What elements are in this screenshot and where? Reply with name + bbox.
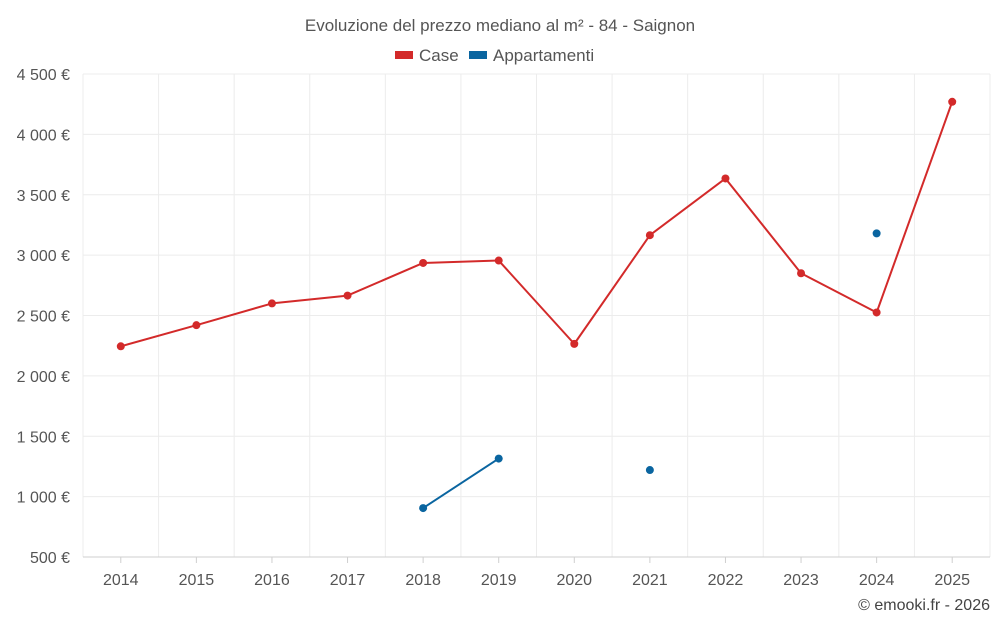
x-tick-label: 2015 [179, 572, 215, 589]
legend-label-appartamenti: Appartamenti [493, 46, 594, 65]
series-appartamenti [419, 229, 881, 513]
data-point-case-2021[interactable] [645, 231, 654, 240]
y-tick-label: 4 000 € [17, 127, 70, 144]
x-tick-label: 2024 [859, 572, 895, 589]
y-axis: 500 € 1 000 € 1 500 € 2 000 € 2 500 € 3 000 €… [17, 67, 70, 567]
series-line-case [120, 101, 954, 348]
data-point-case-2018[interactable] [419, 258, 428, 267]
y-tick-label: 3 500 € [17, 188, 70, 205]
chart-title: Evoluzione del prezzo mediano al m² - 84… [305, 16, 695, 35]
x-tick-label: 2019 [481, 572, 517, 589]
data-point-case-2017[interactable] [343, 291, 352, 300]
y-tick-label: 500 € [30, 550, 70, 567]
data-point-case-2023[interactable] [797, 269, 806, 278]
series-case [116, 97, 957, 351]
x-tick-label: 2021 [632, 572, 668, 589]
y-tick-label: 3 000 € [17, 248, 70, 265]
x-tick-label: 2018 [405, 572, 441, 589]
data-point-case-2024[interactable] [872, 308, 881, 317]
x-tick-label: 2017 [330, 572, 366, 589]
legend-item-case[interactable]: Case [395, 46, 459, 65]
data-point-case-2025[interactable] [948, 97, 957, 106]
legend-swatch-case [395, 51, 413, 59]
data-point-case-2015[interactable] [192, 321, 201, 330]
plot-area [116, 97, 957, 513]
credit: © emooki.fr - 2026 [858, 597, 990, 614]
series-line-appartamenti [422, 457, 500, 509]
legend: Case Appartamenti [395, 46, 594, 65]
x-tick-label: 2014 [103, 572, 139, 589]
legend-label-case: Case [419, 46, 459, 65]
legend-item-appartamenti[interactable]: Appartamenti [469, 46, 594, 65]
y-tick-label: 4 500 € [17, 67, 70, 84]
legend-swatch-appartamenti [469, 51, 487, 59]
grid [82, 73, 991, 557]
data-point-appartamenti-2018[interactable] [419, 504, 428, 513]
data-point-appartamenti-2019[interactable] [494, 454, 503, 463]
data-point-case-2020[interactable] [570, 339, 579, 348]
y-tick-label: 1 000 € [17, 490, 70, 507]
data-point-appartamenti-2024[interactable] [872, 229, 881, 238]
x-tick-label: 2016 [254, 572, 290, 589]
y-tick-label: 1 500 € [17, 429, 70, 446]
x-tick-label: 2023 [783, 572, 819, 589]
data-point-case-2014[interactable] [116, 342, 125, 351]
data-point-appartamenti-2021[interactable] [645, 466, 654, 475]
data-point-case-2019[interactable] [494, 256, 503, 265]
y-tick-label: 2 000 € [17, 369, 70, 386]
x-axis: 2014 2015 2016 2017 2018 2019 2020 2021 2022 2023… [103, 557, 970, 589]
y-tick-label: 2 500 € [17, 309, 70, 326]
x-tick-label: 2025 [934, 572, 970, 589]
x-tick-label: 2022 [708, 572, 744, 589]
x-tick-label: 2020 [556, 572, 592, 589]
data-point-case-2022[interactable] [721, 174, 730, 183]
data-point-case-2016[interactable] [267, 299, 276, 308]
